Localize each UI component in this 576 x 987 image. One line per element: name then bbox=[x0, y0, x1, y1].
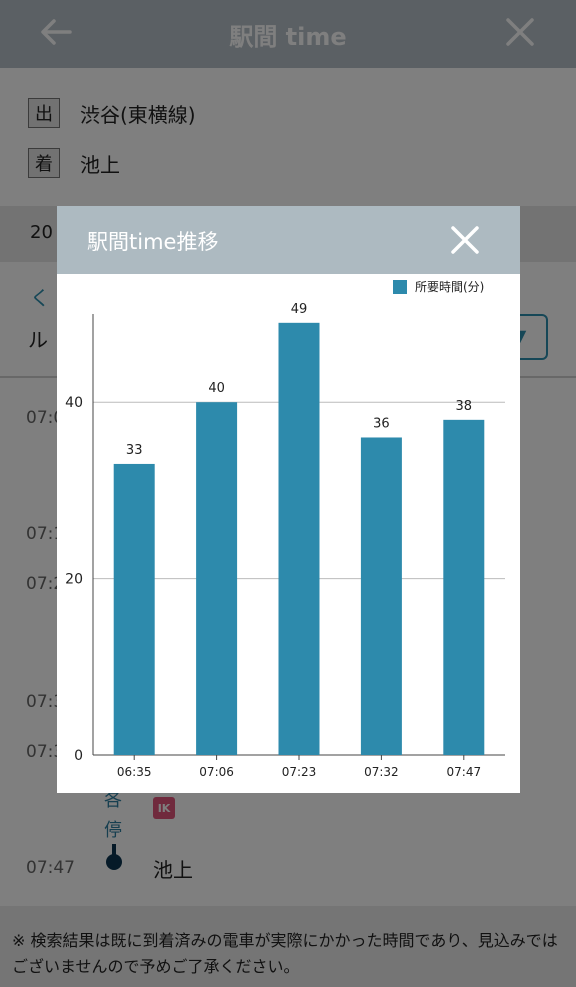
modal-header: 駅間time推移 bbox=[57, 206, 520, 274]
x-tick-label: 06:35 bbox=[117, 765, 152, 779]
data-label: 38 bbox=[456, 399, 473, 414]
chart-bar bbox=[278, 322, 320, 755]
legend-swatch bbox=[393, 279, 407, 294]
x-tick-label: 07:23 bbox=[282, 765, 317, 779]
chart-bar bbox=[443, 419, 485, 755]
data-label: 33 bbox=[126, 443, 143, 458]
y-tick-label: 0 bbox=[74, 748, 83, 764]
chart-modal: 駅間time推移 所要時間(分) 0 20 40 33 06:35 40 07:06 49 07… bbox=[57, 206, 520, 793]
chart-bar bbox=[196, 402, 238, 755]
x-tick-label: 07:06 bbox=[199, 765, 234, 779]
bar-chart: 0 20 40 33 06:35 40 07:06 49 07:23 36 07:32 38 07:47 bbox=[65, 302, 505, 779]
modal-title: 駅間time推移 bbox=[87, 230, 219, 254]
chart-bar bbox=[360, 437, 402, 755]
chart-bar bbox=[113, 463, 155, 755]
x-tick-label: 07:32 bbox=[364, 765, 399, 779]
legend-label: 所要時間(分) bbox=[415, 280, 485, 294]
data-label: 36 bbox=[373, 416, 390, 431]
close-icon[interactable] bbox=[449, 224, 481, 256]
y-tick-label: 40 bbox=[65, 395, 83, 411]
chart-legend: 所要時間(分) bbox=[393, 278, 484, 295]
x-tick-label: 07:47 bbox=[447, 765, 482, 779]
data-label: 40 bbox=[208, 381, 225, 396]
y-tick-label: 20 bbox=[65, 572, 83, 588]
data-label: 49 bbox=[291, 302, 308, 317]
